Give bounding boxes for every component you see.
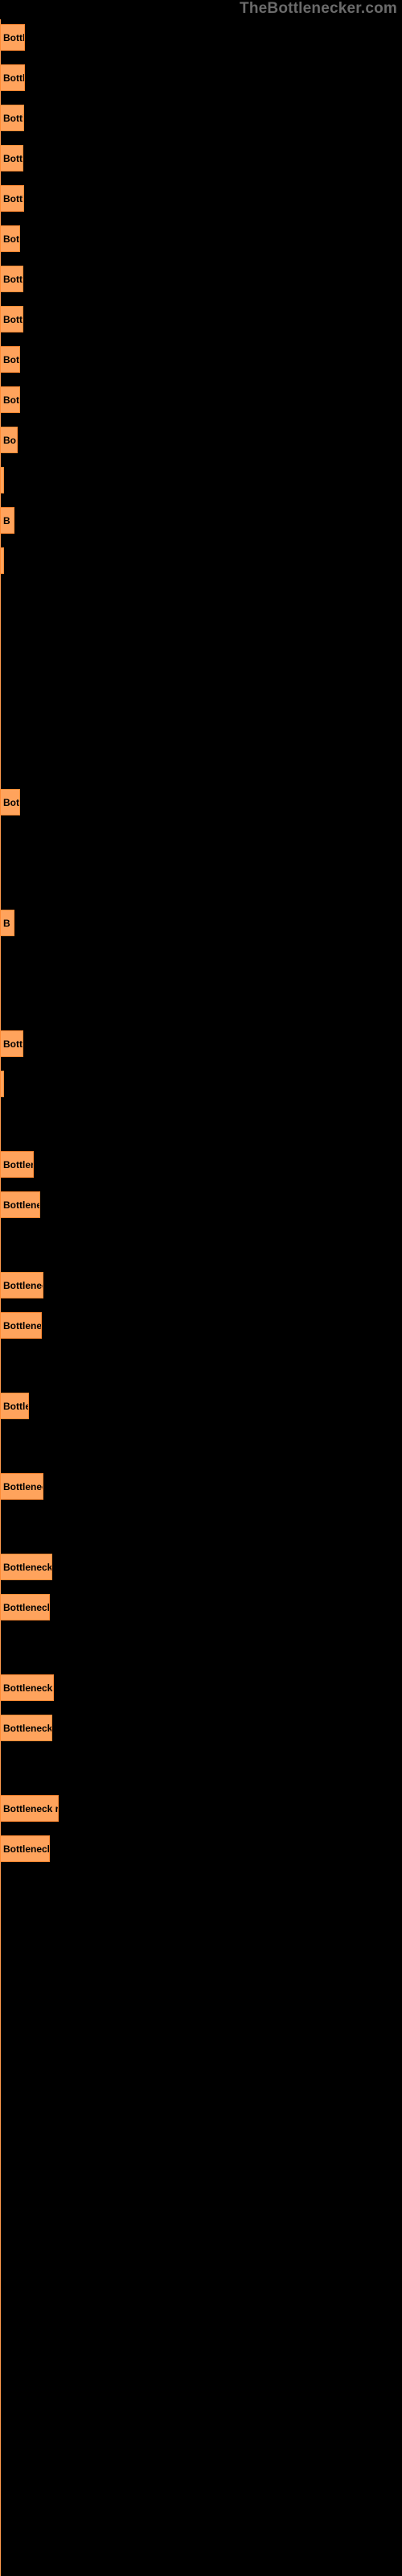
bar-row: Bottleneck re <box>0 1835 50 1862</box>
bar: Bottleneck resu <box>0 1674 54 1701</box>
watermark-text: TheBottlenecker.com <box>240 0 397 18</box>
bar: Bottl <box>0 306 23 332</box>
bar: Bottl <box>0 185 24 212</box>
bar-row: Bot <box>0 225 20 252</box>
bar: Bottleneck re <box>0 1594 50 1620</box>
bar: Bottleneck <box>0 1312 42 1339</box>
bar-row: Bottl <box>0 145 23 171</box>
bar: Bottl <box>0 266 23 292</box>
bar-row: B <box>0 507 14 534</box>
bar: Bot <box>0 386 20 413</box>
bar: Bottle <box>0 64 25 91</box>
bar-row: Bottle <box>0 64 25 91</box>
bar-row <box>0 467 4 493</box>
bar-row: Bottleneck <box>0 1312 42 1339</box>
bar <box>0 1071 4 1097</box>
bar-row: Bottl <box>0 266 23 292</box>
bar: Bottleneck r <box>0 1473 43 1500</box>
bar-row: Bottleneck res <box>0 1554 52 1580</box>
bar-row: Bo <box>0 427 18 453</box>
bar-row: Bottl <box>0 1030 23 1057</box>
bar: Bottl <box>0 145 23 171</box>
bar: Bot <box>0 225 20 252</box>
bar-row: Bottlen <box>0 1393 29 1419</box>
bar-row: Bot <box>0 789 20 815</box>
bar <box>0 547 4 574</box>
bar-row: Bottleneck r <box>0 1473 43 1500</box>
bar-row: Bottleneck res <box>0 1715 52 1741</box>
bar-row: Bottle <box>0 24 25 51</box>
bar-row: Bottl <box>0 185 24 212</box>
bar: Bottleneck res <box>0 1715 52 1741</box>
bar: Bottl <box>0 1030 23 1057</box>
bar: Bottl <box>0 105 24 131</box>
bar-row: Bottl <box>0 306 23 332</box>
bar: B <box>0 910 14 936</box>
bar: Bottleneck <box>0 1191 40 1218</box>
bar-row: Bottlene <box>0 1151 34 1178</box>
bar-row: Bottleneck resul <box>0 1795 59 1822</box>
bar-row: Bot <box>0 386 20 413</box>
bar-row <box>0 1071 4 1097</box>
bottleneck-bar-chart: Bottle Bottle Bottl Bottl Bottl Bot Bottl Bottl… <box>0 19 402 2576</box>
bar-row: Bottleneck resu <box>0 1674 54 1701</box>
bar: Bottlen <box>0 1393 29 1419</box>
bar: Bottleneck r <box>0 1272 43 1298</box>
bar <box>0 467 4 493</box>
bar-row <box>0 547 4 574</box>
bar: Bottleneck res <box>0 1554 52 1580</box>
bar: Bottleneck resul <box>0 1795 59 1822</box>
bar-row: Bottleneck r <box>0 1272 43 1298</box>
bar: B <box>0 507 14 534</box>
bar: Bottleneck re <box>0 1835 50 1862</box>
bar-row: Bottleneck re <box>0 1594 50 1620</box>
bar-row: B <box>0 910 14 936</box>
bar: Bot <box>0 346 20 373</box>
bar: Bottlene <box>0 1151 34 1178</box>
bar: Bot <box>0 789 20 815</box>
bar: Bottle <box>0 24 25 51</box>
bar-row: Bot <box>0 346 20 373</box>
bar-row: Bottl <box>0 105 24 131</box>
bar: Bo <box>0 427 18 453</box>
bar-row: Bottleneck <box>0 1191 40 1218</box>
